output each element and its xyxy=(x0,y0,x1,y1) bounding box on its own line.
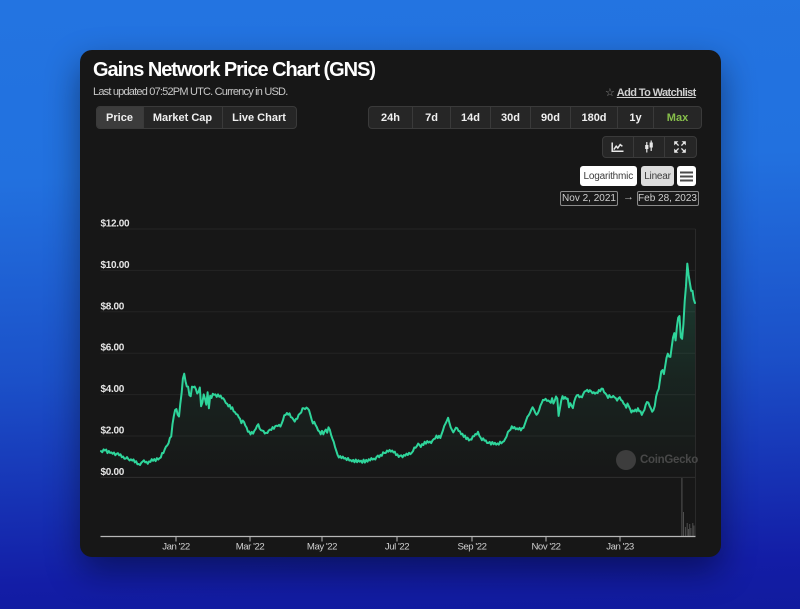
svg-text:$4.00: $4.00 xyxy=(101,384,125,395)
svg-text:Jan '23: Jan '23 xyxy=(606,542,634,553)
svg-text:$6.00: $6.00 xyxy=(101,343,125,354)
svg-text:May '22: May '22 xyxy=(307,542,337,553)
svg-text:$10.00: $10.00 xyxy=(101,260,131,271)
svg-text:$2.00: $2.00 xyxy=(101,426,125,437)
svg-text:$0.00: $0.00 xyxy=(101,467,125,478)
svg-text:Nov '22: Nov '22 xyxy=(531,542,560,553)
svg-text:Jan '22: Jan '22 xyxy=(162,542,190,553)
svg-text:Jul '22: Jul '22 xyxy=(385,542,409,553)
svg-text:$8.00: $8.00 xyxy=(101,301,125,312)
svg-text:Sep '22: Sep '22 xyxy=(457,542,486,553)
svg-text:$12.00: $12.00 xyxy=(101,219,131,230)
svg-text:Mar '22: Mar '22 xyxy=(236,542,265,553)
